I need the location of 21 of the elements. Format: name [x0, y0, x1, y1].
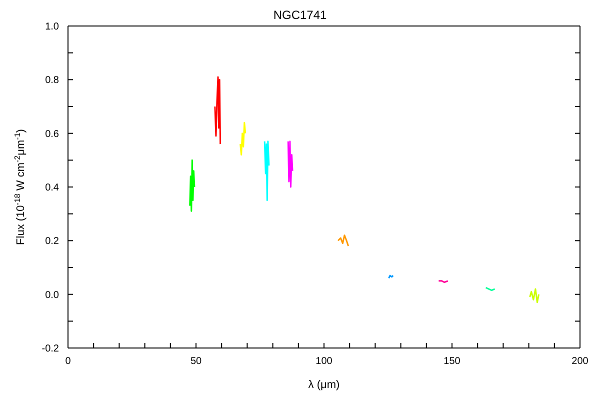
y-tick-label: 0.2	[45, 236, 60, 248]
x-tick-label: 100	[316, 356, 333, 368]
x-tick-label: 150	[444, 356, 461, 368]
y-tick-label: 0.0	[45, 290, 60, 301]
y-tick-label: 1.0	[45, 22, 60, 33]
line-series	[264, 140, 270, 202]
y-tick-label: 0.6	[45, 128, 60, 140]
line-series	[189, 159, 196, 212]
x-tick-label: 200	[572, 356, 589, 368]
y-tick-label: 0.8	[45, 75, 60, 86]
line-series	[337, 234, 350, 247]
line-series	[529, 288, 540, 304]
y-tick-label: 0.4	[45, 182, 60, 194]
line-series	[287, 140, 294, 188]
chart-title: NGC1741	[272, 8, 328, 22]
line-series	[214, 76, 222, 145]
x-tick-label: 0	[65, 356, 72, 368]
x-axis-title: λ (μm)	[308, 379, 340, 391]
line-series	[240, 122, 246, 156]
y-tick-label: -0.2	[42, 344, 60, 355]
x-tick-label: 50	[190, 356, 202, 368]
